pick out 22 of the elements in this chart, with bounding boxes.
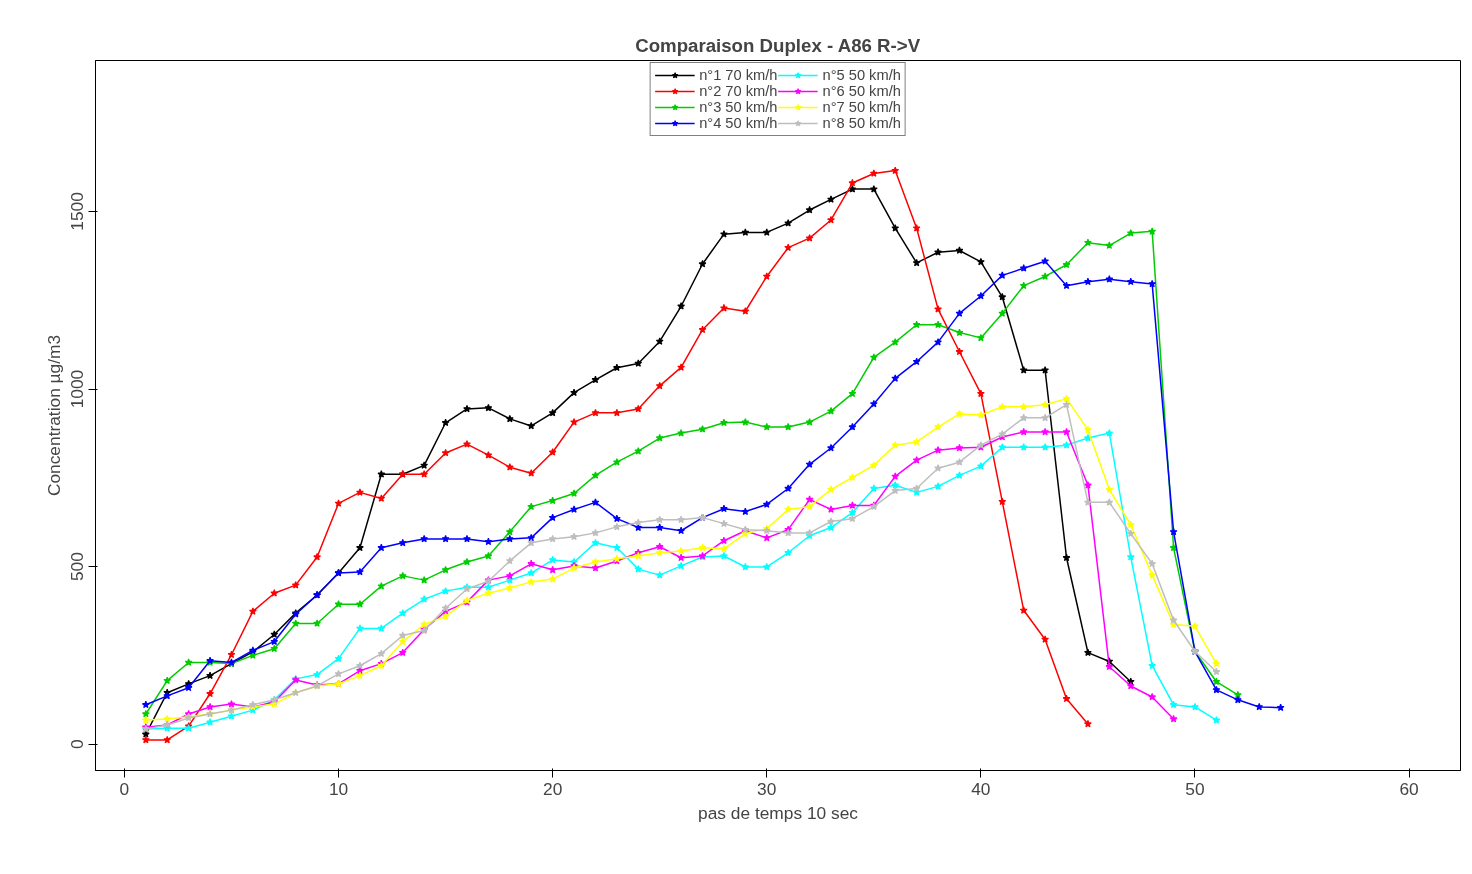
legend-label: n°5 50 km/h <box>822 67 901 83</box>
legend-label: n°8 50 km/h <box>822 115 901 131</box>
x-tick-label: 50 <box>1185 778 1205 799</box>
legend-label: n°1 70 km/h <box>699 67 778 83</box>
x-tick-label: 20 <box>543 778 563 799</box>
legend-label: n°3 50 km/h <box>699 99 778 115</box>
legend-label: n°6 50 km/h <box>822 83 901 99</box>
legend-label: n°2 70 km/h <box>699 83 778 99</box>
y-tick-label: 1500 <box>67 192 88 231</box>
x-tick-label: 40 <box>971 778 991 799</box>
y-tick-label: 500 <box>67 552 88 582</box>
chart-title: Comparaison Duplex - A86 R->V <box>635 34 921 56</box>
x-axis-title: pas de temps 10 sec <box>698 802 859 823</box>
x-tick-label: 0 <box>119 778 130 799</box>
x-tick-label: 30 <box>757 778 777 799</box>
y-tick-label: 1000 <box>67 369 88 409</box>
x-tick-label: 10 <box>328 778 349 799</box>
y-tick-label: 0 <box>67 739 88 750</box>
legend-label: n°4 50 km/h <box>699 115 778 131</box>
legend-label: n°7 50 km/h <box>822 99 901 115</box>
y-axis-title: Concentration µg/m3 <box>43 334 64 497</box>
x-tick-label: 60 <box>1399 778 1419 799</box>
